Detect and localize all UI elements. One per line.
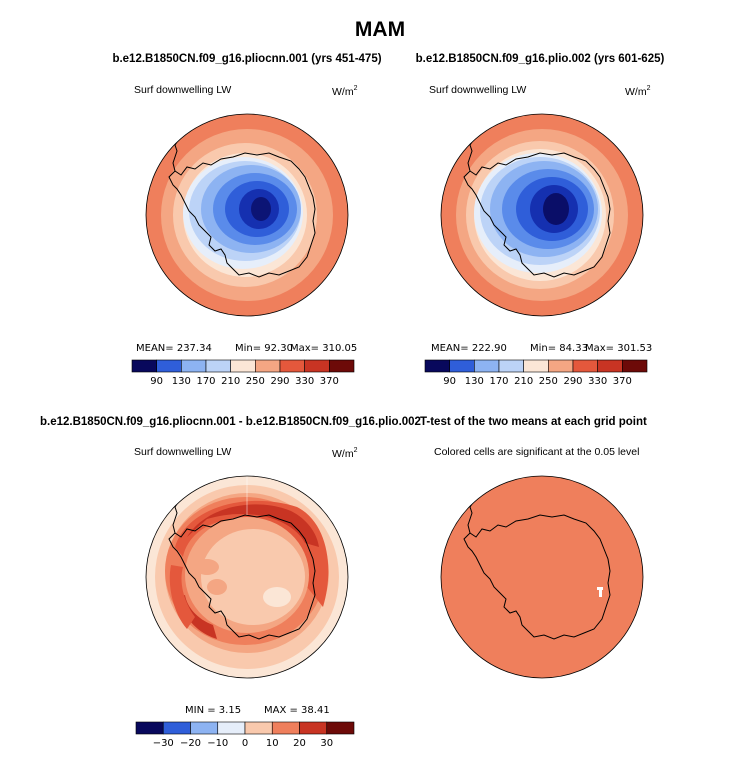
panel-2-max: Max= 301.53 — [585, 343, 652, 354]
panel-4-left-label: Colored cells are significant at the 0.0… — [434, 446, 639, 458]
panel-1-units: W/m2 — [332, 85, 358, 98]
colorbar-box — [279, 359, 305, 373]
colorbar-box — [548, 359, 574, 373]
colorbar-box — [304, 359, 330, 373]
colorbar-tick-label: 290 — [563, 376, 582, 387]
colorbar-tick-label: 250 — [539, 376, 558, 387]
colorbar-box — [135, 721, 164, 735]
panel-1-min: Min= 92.30 — [235, 343, 293, 354]
colorbar-box — [156, 359, 182, 373]
colorbar-tick-label: 30 — [320, 738, 333, 749]
panel-2-title: b.e12.B1850CN.f09_g16.plio.002 (yrs 601-… — [416, 53, 665, 65]
panel-2: b.e12.B1850CN.f09_g16.plio.002 (yrs 601-… — [416, 53, 665, 387]
colorbar-tick-label: 170 — [196, 376, 215, 387]
colorbar-tick-label: −10 — [207, 738, 228, 749]
colorbar-box — [230, 359, 256, 373]
colorbar-box — [244, 721, 273, 735]
panel-1-colorbar: 90 130 170 210 250 290 330 370 — [131, 359, 355, 387]
panel-3-stats: MIN = 3.15 MAX = 38.41 — [185, 705, 330, 716]
colorbar-box — [181, 359, 207, 373]
colorbar-box — [217, 721, 246, 735]
colorbar-box — [271, 721, 300, 735]
panel-2-map — [441, 114, 643, 316]
colorbar-box — [162, 721, 191, 735]
panel-1: b.e12.B1850CN.f09_g16.pliocnn.001 (yrs 4… — [112, 53, 381, 387]
colorbar-tick-label: 0 — [242, 738, 248, 749]
panel-2-mean: MEAN= 222.90 — [431, 343, 507, 354]
colorbar-box — [449, 359, 475, 373]
panel-2-colorbar: 90 130 170 210 250 290 330 370 — [424, 359, 648, 387]
panel-1-mean: MEAN= 237.34 — [136, 343, 212, 354]
colorbar-tick-label: 330 — [295, 376, 314, 387]
colorbar-tick-label: 370 — [320, 376, 339, 387]
panel-4-map — [441, 476, 643, 678]
colorbar-tick-label: −20 — [180, 738, 201, 749]
colorbar-tick-label: 170 — [489, 376, 508, 387]
colorbar-box — [572, 359, 598, 373]
panel-4: T-test of the two means at each grid poi… — [420, 416, 647, 679]
panel-3: b.e12.B1850CN.f09_g16.pliocnn.001 - b.e1… — [40, 416, 421, 749]
colorbar-box — [255, 359, 281, 373]
panel-3-map — [146, 476, 348, 678]
colorbar-tick-label: 290 — [270, 376, 289, 387]
panel-3-max: MAX = 38.41 — [264, 705, 330, 716]
colorbar-tick-label: −30 — [153, 738, 174, 749]
colorbar-box — [299, 721, 328, 735]
colorbar-tick-label: 210 — [514, 376, 533, 387]
panel-3-title: b.e12.B1850CN.f09_g16.pliocnn.001 - b.e1… — [40, 416, 421, 428]
colorbar-box — [597, 359, 623, 373]
panel-3-min: MIN = 3.15 — [185, 705, 241, 716]
colorbar-tick-label: 10 — [266, 738, 279, 749]
colorbar-box — [498, 359, 524, 373]
colorbar-box — [205, 359, 231, 373]
panel-2-units: W/m2 — [625, 85, 651, 98]
panel-2-stats: MEAN= 222.90 Min= 84.33 Max= 301.53 — [431, 343, 652, 354]
colorbar-tick-label: 20 — [293, 738, 306, 749]
colorbar-box — [523, 359, 549, 373]
colorbar-tick-label: 130 — [172, 376, 191, 387]
colorbar-tick-label: 90 — [150, 376, 163, 387]
colorbar-tick-label: 250 — [246, 376, 265, 387]
colorbar-tick-label: 330 — [588, 376, 607, 387]
colorbar-tick-label: 370 — [613, 376, 632, 387]
panel-3-units: W/m2 — [332, 447, 358, 460]
colorbar-box — [131, 359, 157, 373]
panel-1-left-label: Surf downwelling LW — [134, 84, 231, 96]
colorbar-box — [474, 359, 500, 373]
panel-1-map — [146, 114, 348, 316]
colorbar-tick-label: 130 — [465, 376, 484, 387]
panel-3-left-label: Surf downwelling LW — [134, 446, 231, 458]
panel-1-stats: MEAN= 237.34 Min= 92.30 Max= 310.05 — [136, 343, 357, 354]
panel-1-max: Max= 310.05 — [290, 343, 357, 354]
colorbar-box — [424, 359, 450, 373]
figure-title: MAM — [355, 18, 405, 41]
panel-1-title: b.e12.B1850CN.f09_g16.pliocnn.001 (yrs 4… — [112, 53, 381, 65]
panel-4-title: T-test of the two means at each grid poi… — [420, 416, 647, 428]
colorbar-box — [622, 359, 648, 373]
colorbar-box — [190, 721, 219, 735]
panel-2-min: Min= 84.33 — [530, 343, 588, 354]
colorbar-box — [329, 359, 355, 373]
panel-3-colorbar: −30 −20 −10 0 10 20 30 — [135, 721, 355, 749]
colorbar-tick-label: 90 — [443, 376, 456, 387]
colorbar-box — [326, 721, 355, 735]
colorbar-tick-label: 210 — [221, 376, 240, 387]
panel-2-left-label: Surf downwelling LW — [429, 84, 526, 96]
